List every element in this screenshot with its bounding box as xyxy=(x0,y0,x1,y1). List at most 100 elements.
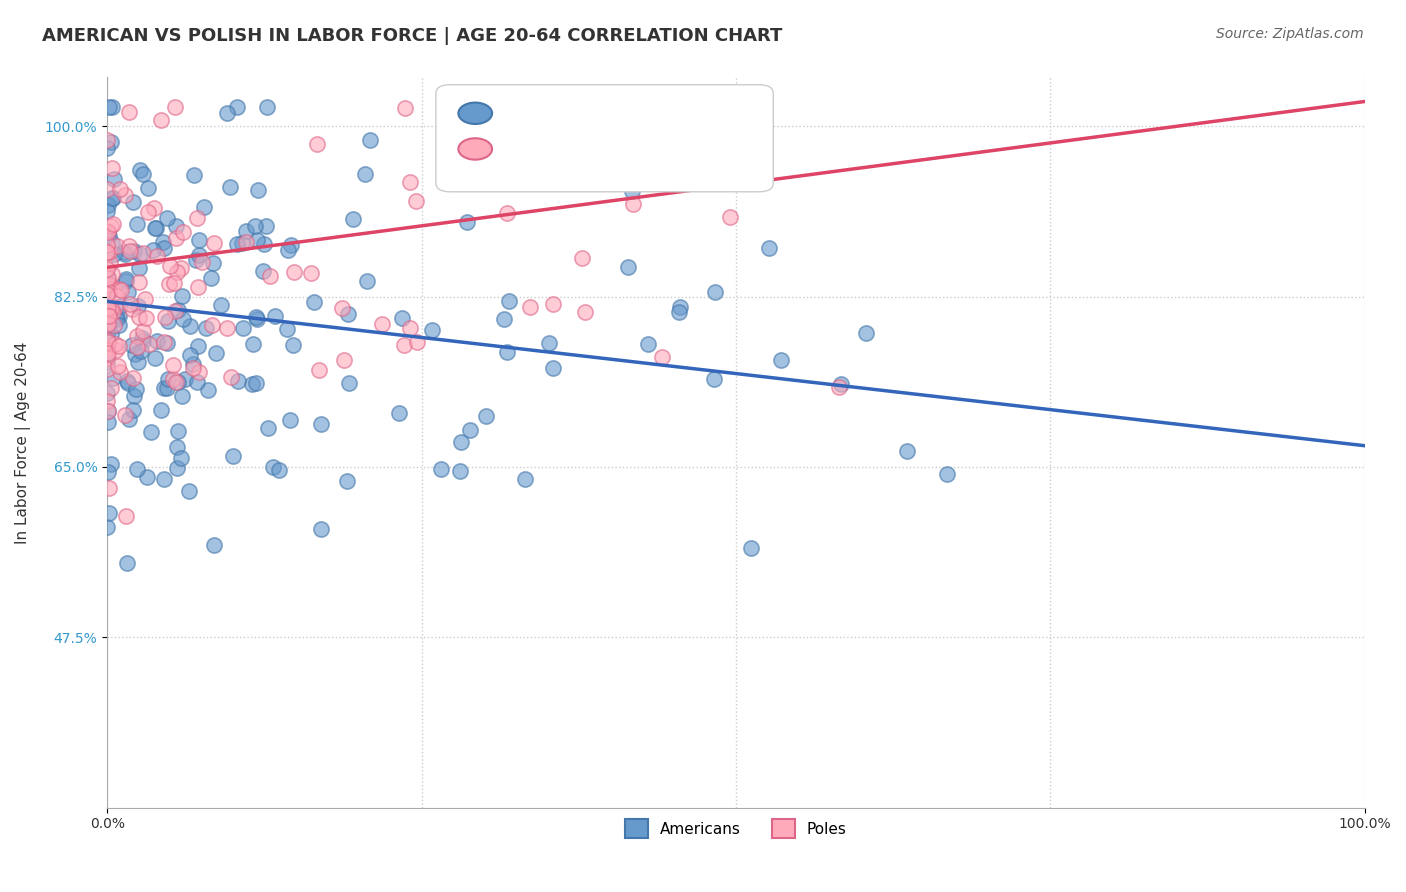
Americans xyxy=(170,450,193,465)
Text: N = 119: N = 119 xyxy=(654,144,717,159)
Americans xyxy=(97,404,120,418)
Poles xyxy=(153,310,176,324)
Americans xyxy=(515,472,537,486)
Americans xyxy=(129,247,152,261)
Americans xyxy=(122,403,145,417)
Americans xyxy=(170,288,193,302)
Americans xyxy=(96,317,118,331)
Poles xyxy=(114,409,136,423)
Americans xyxy=(112,244,135,259)
Poles xyxy=(96,182,118,196)
Americans xyxy=(337,376,360,390)
Poles xyxy=(495,206,517,220)
Americans xyxy=(336,474,359,488)
Americans xyxy=(101,371,124,385)
Americans xyxy=(202,537,225,551)
Americans xyxy=(617,260,640,275)
Poles xyxy=(108,339,131,353)
Americans xyxy=(157,372,180,386)
Americans xyxy=(105,311,128,326)
Poles xyxy=(120,244,142,259)
Americans xyxy=(311,522,333,536)
Americans xyxy=(496,345,519,359)
Poles xyxy=(162,372,184,386)
Poles xyxy=(121,301,143,316)
Americans xyxy=(96,141,118,155)
Americans xyxy=(96,520,118,534)
Americans xyxy=(304,294,326,309)
Americans xyxy=(96,203,118,218)
Americans xyxy=(122,195,145,210)
Americans xyxy=(246,234,269,248)
Poles xyxy=(170,260,193,275)
Americans xyxy=(156,381,179,395)
Poles xyxy=(215,321,238,335)
Americans xyxy=(124,382,146,396)
Poles xyxy=(118,105,141,120)
Americans xyxy=(226,374,249,388)
Americans xyxy=(278,413,301,427)
Americans xyxy=(276,322,298,336)
Americans xyxy=(143,221,166,235)
Poles xyxy=(105,289,128,303)
Americans xyxy=(108,309,131,323)
Americans xyxy=(391,311,413,326)
Americans xyxy=(936,467,959,482)
Americans xyxy=(245,219,267,234)
Americans xyxy=(309,417,332,432)
Americans xyxy=(127,299,149,313)
Americans xyxy=(131,331,153,345)
Poles xyxy=(146,249,169,263)
Americans xyxy=(356,274,378,288)
Americans xyxy=(262,460,284,475)
Americans xyxy=(108,318,131,332)
Poles xyxy=(128,310,150,325)
Americans xyxy=(97,198,120,212)
Poles xyxy=(163,304,186,318)
Americans xyxy=(101,191,124,205)
Poles xyxy=(96,333,118,347)
Americans xyxy=(668,305,690,319)
Americans xyxy=(218,180,240,194)
Americans xyxy=(277,243,299,257)
Americans xyxy=(145,220,167,235)
Americans xyxy=(115,375,138,389)
Text: R = -0.114: R = -0.114 xyxy=(503,108,595,123)
Poles xyxy=(128,275,150,289)
Americans xyxy=(235,224,257,238)
Poles xyxy=(718,210,741,224)
Americans xyxy=(474,409,496,424)
Poles xyxy=(162,358,184,372)
Poles xyxy=(96,238,118,252)
Poles xyxy=(152,334,174,349)
Americans xyxy=(450,434,472,449)
Poles xyxy=(98,277,121,292)
Americans xyxy=(101,191,124,205)
Americans xyxy=(494,312,516,326)
Americans xyxy=(96,355,118,369)
Americans xyxy=(247,183,270,197)
Americans xyxy=(668,300,690,314)
Poles xyxy=(332,301,354,315)
Americans xyxy=(117,285,139,300)
Text: Source: ZipAtlas.com: Source: ZipAtlas.com xyxy=(1216,27,1364,41)
Poles xyxy=(399,320,422,334)
Poles xyxy=(98,256,121,270)
Americans xyxy=(830,376,852,391)
Legend: Americans, Poles: Americans, Poles xyxy=(619,814,853,844)
Americans xyxy=(167,424,190,438)
Americans xyxy=(146,334,169,348)
Poles xyxy=(96,351,118,365)
Poles xyxy=(96,394,118,409)
Poles xyxy=(371,317,394,331)
Americans xyxy=(132,168,155,182)
Poles xyxy=(541,296,564,310)
Americans xyxy=(156,335,179,350)
Americans xyxy=(167,375,190,389)
Americans xyxy=(165,219,187,234)
Poles xyxy=(188,365,211,379)
Poles xyxy=(307,137,329,152)
Poles xyxy=(97,335,120,350)
Poles xyxy=(259,268,281,283)
Poles xyxy=(97,278,120,293)
